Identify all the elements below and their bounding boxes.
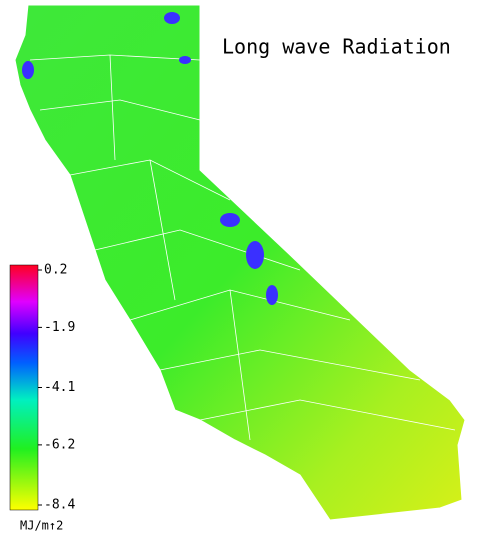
colorbar [9,264,39,511]
high-values [22,12,278,305]
colorbar-tick-label: -4.1 [44,380,75,395]
colorbar-unit: MJ/m↑2 [20,519,63,533]
state-outline [14,4,466,521]
county-lines [29,54,456,441]
map-title: Long wave Radiation [222,35,451,59]
colorbar-tick-label: -8.4 [44,498,75,513]
colorbar-tick-label: -6.2 [44,437,75,452]
colorbar-tick-label: -1.9 [44,320,75,335]
colorbar-tick-label: 0.2 [44,263,67,278]
california-map [14,4,466,521]
